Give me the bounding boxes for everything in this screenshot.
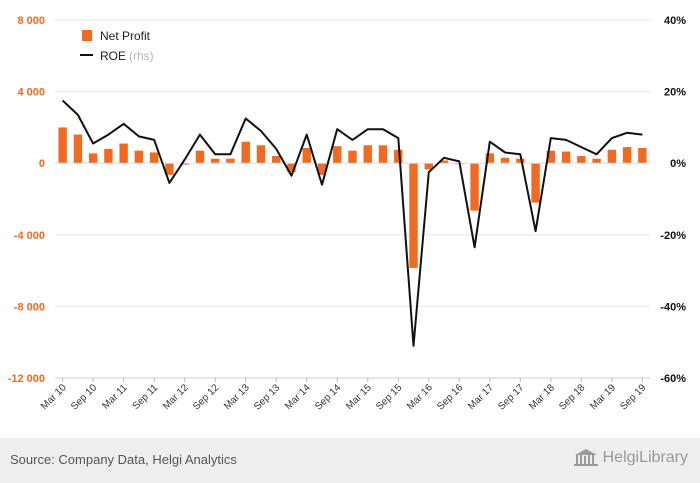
bar-mar-18: [546, 150, 556, 164]
left-tick-label: -12 000: [8, 373, 45, 385]
bar-sep-14: [333, 146, 342, 164]
bar-mar-12: [180, 163, 189, 165]
x-tick-label: Mar 13: [222, 382, 252, 412]
legend-swatch-net-profit: [82, 30, 92, 41]
chart: 8 000 4 000 0 -4 000 -8 000 -12 000 40% 20% 0% -…: [8, 15, 687, 413]
x-tick-label: Sep 19: [618, 382, 648, 412]
left-tick-label: -4 000: [14, 230, 45, 242]
bar-jun-11: [134, 150, 144, 164]
gridlines: [55, 19, 650, 379]
x-tick-label: Mar 11: [101, 382, 131, 412]
bar-series-net-profit: [58, 127, 647, 268]
right-tick-label: -60%: [660, 373, 686, 385]
bar-jun-10: [73, 134, 83, 164]
line-series-roe: [61, 99, 643, 347]
x-tick-label: Sep 12: [191, 382, 221, 412]
bar-mar-10: [58, 127, 67, 164]
x-tick-label: Sep 13: [252, 382, 282, 412]
bar-sep-13: [272, 156, 281, 164]
left-tick-label: 4 000: [17, 87, 45, 99]
x-axis: Mar 10 Sep 10 Mar 11 Sep 11 Mar 12 Sep 12 Mar …: [39, 378, 649, 413]
bar-mar-15: [363, 145, 372, 164]
bar-jun-18: [561, 151, 571, 164]
right-tick-label: 0%: [670, 158, 686, 170]
bar-dec-16: [470, 163, 479, 211]
legend-label-rhs: (rhs): [129, 49, 154, 63]
legend-label-roe: ROE: [100, 49, 126, 63]
left-tick-label: 0: [39, 158, 45, 170]
source-text: Source: Company Data, Helgi Analytics: [10, 452, 237, 467]
x-tick-label: Mar 14: [283, 382, 313, 412]
x-tick-label: Sep 15: [374, 382, 404, 412]
left-axis: 8 000 4 000 0 -4 000 -8 000 -12 000: [8, 15, 45, 385]
bar-dec-11: [165, 163, 174, 175]
logo-text: HelgiLibrary: [602, 449, 688, 466]
bar-sep-19: [638, 147, 647, 164]
bar-mar-13: [241, 141, 250, 164]
library-building-icon: [573, 449, 598, 466]
bar-dec-13: [287, 163, 296, 173]
x-tick-label: Mar 17: [466, 382, 496, 412]
x-tick-label: Sep 10: [69, 382, 99, 412]
bar-sep-15: [394, 149, 403, 164]
right-tick-label: -20%: [660, 230, 686, 242]
bar-mar-19: [607, 149, 617, 164]
bar-dec-15: [409, 163, 418, 268]
bar-sep-10: [88, 153, 98, 164]
left-tick-label: 8 000: [17, 15, 45, 27]
right-tick-label: 40%: [664, 15, 686, 27]
x-tick-label: Mar 18: [527, 382, 557, 412]
left-tick-label: -8 000: [14, 301, 45, 313]
bar-jun-15: [378, 145, 388, 164]
bar-jun-17: [500, 157, 510, 164]
bar-sep-18: [577, 156, 586, 164]
bar-mar-14: [302, 147, 311, 164]
x-tick-label: Sep 18: [557, 382, 587, 412]
bar-dec-18: [592, 158, 601, 164]
roe-line: [61, 99, 643, 347]
bar-mar-11: [119, 143, 128, 164]
bar-mar-17: [485, 153, 495, 164]
bar-jun-19: [622, 147, 632, 164]
right-tick-label: -40%: [660, 301, 686, 313]
x-tick-label: Sep 14: [313, 382, 343, 412]
bar-dec-14: [348, 150, 357, 164]
bar-jun-13: [256, 145, 266, 164]
x-tick-label: Mar 12: [161, 382, 191, 412]
bar-sep-17: [516, 158, 525, 164]
x-tick-label: Sep 11: [131, 382, 161, 412]
bar-dec-17: [531, 163, 540, 203]
legend: Net Profit ROE (rhs): [80, 29, 154, 63]
bar-sep-12: [210, 158, 220, 164]
bar-dec-12: [226, 158, 235, 164]
bar-mar-16: [424, 163, 433, 170]
x-tick-label: Sep 17: [496, 382, 526, 412]
helgi-library-logo: HelgiLibrary: [573, 449, 688, 467]
x-tick-label: Mar 19: [588, 382, 618, 412]
bar-jun-14: [317, 163, 327, 175]
right-axis: 40% 20% 0% -20% -40% -60%: [660, 15, 686, 385]
legend-label-net-profit: Net Profit: [100, 29, 151, 43]
x-tick-label: Mar 15: [344, 382, 374, 412]
bar-dec-10: [104, 148, 113, 164]
bar-jun-16: [439, 160, 449, 164]
x-tick-label: Mar 16: [405, 382, 435, 412]
footer: Source: Company Data, Helgi Analytics He…: [0, 438, 700, 483]
x-tick-label: Mar 10: [39, 382, 69, 412]
x-tick-label: Sep 16: [435, 382, 465, 412]
bar-sep-11: [149, 152, 159, 164]
bar-jun-12: [195, 150, 205, 164]
right-tick-label: 20%: [664, 87, 686, 99]
